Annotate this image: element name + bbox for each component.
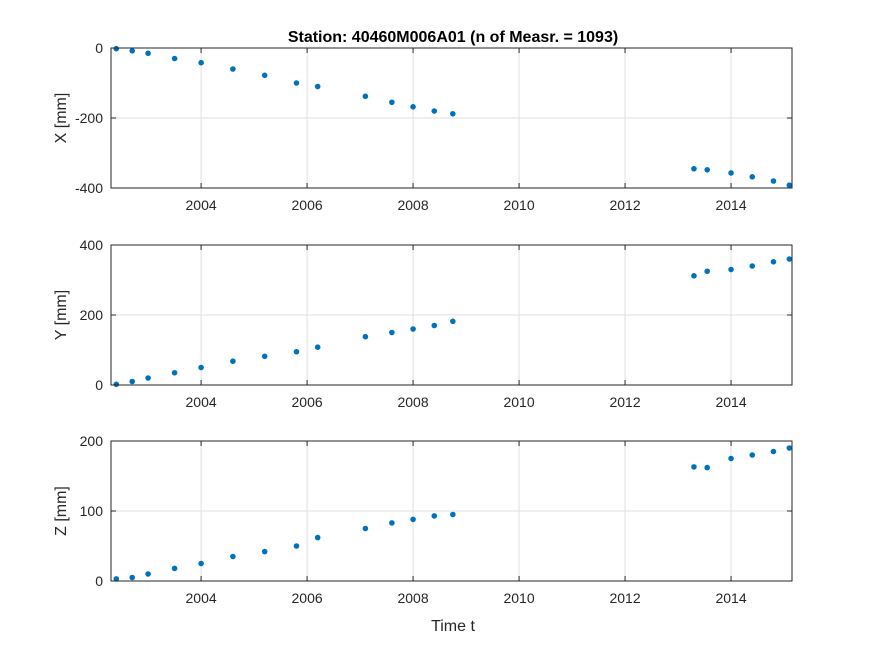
y-tick-label-x: -200 (75, 110, 103, 126)
data-point-x (389, 99, 395, 105)
data-point-x (113, 46, 119, 52)
data-point-z (787, 445, 793, 451)
y-axis-label-y: Y [mm] (53, 290, 70, 340)
data-point-y (704, 268, 710, 274)
y-tick-label-z: 0 (95, 573, 103, 589)
x-tick-label-z: 2014 (715, 590, 746, 606)
data-point-z (315, 535, 321, 541)
y-tick-label-y: 0 (95, 377, 103, 393)
x-tick-label-x: 2010 (503, 197, 534, 213)
x-tick-label-z: 2012 (609, 590, 640, 606)
data-point-y (389, 330, 395, 336)
data-point-x (771, 178, 777, 184)
data-point-y (450, 319, 456, 325)
data-point-z (749, 452, 755, 458)
x-tick-label-y: 2010 (503, 394, 534, 410)
data-point-y (230, 358, 236, 364)
panel-z: 2004 2006 2008 2010 2012 2014 0 100 200 Z [mm] (53, 433, 792, 606)
data-point-y (728, 267, 734, 273)
y-tick-label-x: -400 (75, 180, 103, 196)
data-point-z (172, 566, 178, 572)
x-tick-label-y: 2006 (292, 394, 323, 410)
panel-x: 2004 2006 2008 2010 2012 2014 -400 -200 0 X [mm] (53, 40, 792, 213)
data-point-x (787, 182, 793, 188)
data-point-y (198, 365, 204, 371)
data-point-x (749, 174, 755, 180)
data-point-y (691, 273, 697, 279)
x-tick-label-x: 2012 (609, 197, 640, 213)
x-tick-label-x: 2004 (186, 197, 217, 213)
data-point-y (787, 256, 793, 262)
data-point-y (315, 344, 321, 350)
data-point-x (172, 56, 178, 62)
x-axis-label: Time t (431, 618, 475, 635)
data-point-y (410, 326, 416, 332)
data-point-y (363, 334, 369, 340)
x-tick-label-x: 2006 (292, 197, 323, 213)
data-point-y (145, 375, 151, 381)
data-point-z (198, 561, 204, 567)
data-point-x (431, 108, 437, 114)
data-point-z (450, 512, 456, 518)
data-point-z (145, 571, 151, 577)
data-point-z (728, 456, 734, 462)
y-tick-label-y: 400 (80, 237, 104, 253)
data-point-z (771, 449, 777, 455)
data-point-x (315, 84, 321, 90)
x-tick-label-y: 2004 (186, 394, 217, 410)
x-tick-label-x: 2008 (397, 197, 428, 213)
x-tick-label-z: 2004 (186, 590, 217, 606)
data-point-y (129, 379, 135, 385)
data-point-x (704, 167, 710, 173)
data-point-z (410, 517, 416, 523)
data-point-x (691, 166, 697, 172)
data-point-x (262, 73, 268, 79)
y-axis-label-z: Z [mm] (53, 486, 70, 536)
data-point-y (431, 323, 437, 329)
data-point-x (294, 80, 300, 86)
x-tick-label-x: 2014 (715, 197, 746, 213)
x-tick-label-z: 2006 (292, 590, 323, 606)
data-point-y (294, 349, 300, 355)
data-point-x (728, 170, 734, 176)
data-point-y (771, 259, 777, 265)
data-point-z (230, 554, 236, 560)
data-point-z (294, 543, 300, 549)
x-tick-label-y: 2012 (609, 394, 640, 410)
data-point-x (129, 48, 135, 54)
data-point-y (172, 370, 178, 376)
data-point-x (198, 60, 204, 66)
data-point-z (363, 526, 369, 532)
data-point-x (410, 104, 416, 110)
data-point-x (145, 50, 151, 56)
data-point-y (749, 263, 755, 269)
data-point-z (262, 549, 268, 555)
y-tick-label-y: 200 (80, 307, 104, 323)
data-point-x (230, 66, 236, 72)
y-tick-label-z: 100 (80, 503, 104, 519)
x-tick-label-y: 2008 (397, 394, 428, 410)
x-tick-label-z: 2008 (397, 590, 428, 606)
x-tick-label-z: 2010 (503, 590, 534, 606)
y-axis-label-x: X [mm] (53, 93, 70, 144)
data-point-y (113, 382, 119, 388)
data-point-z (691, 464, 697, 470)
data-point-z (431, 513, 437, 519)
data-point-z (389, 520, 395, 526)
data-point-x (363, 94, 369, 100)
data-point-z (129, 575, 135, 581)
data-point-z (704, 465, 710, 471)
x-tick-label-y: 2014 (715, 394, 746, 410)
y-tick-label-x: 0 (95, 40, 103, 56)
data-point-x (450, 111, 456, 117)
y-tick-label-z: 200 (80, 433, 104, 449)
chart-title: Station: 40460M006A01 (n of Measr. = 109… (288, 29, 618, 46)
data-point-y (262, 354, 268, 360)
panel-y: 2004 2006 2008 2010 2012 2014 0 200 400 Y [mm] (53, 237, 792, 410)
